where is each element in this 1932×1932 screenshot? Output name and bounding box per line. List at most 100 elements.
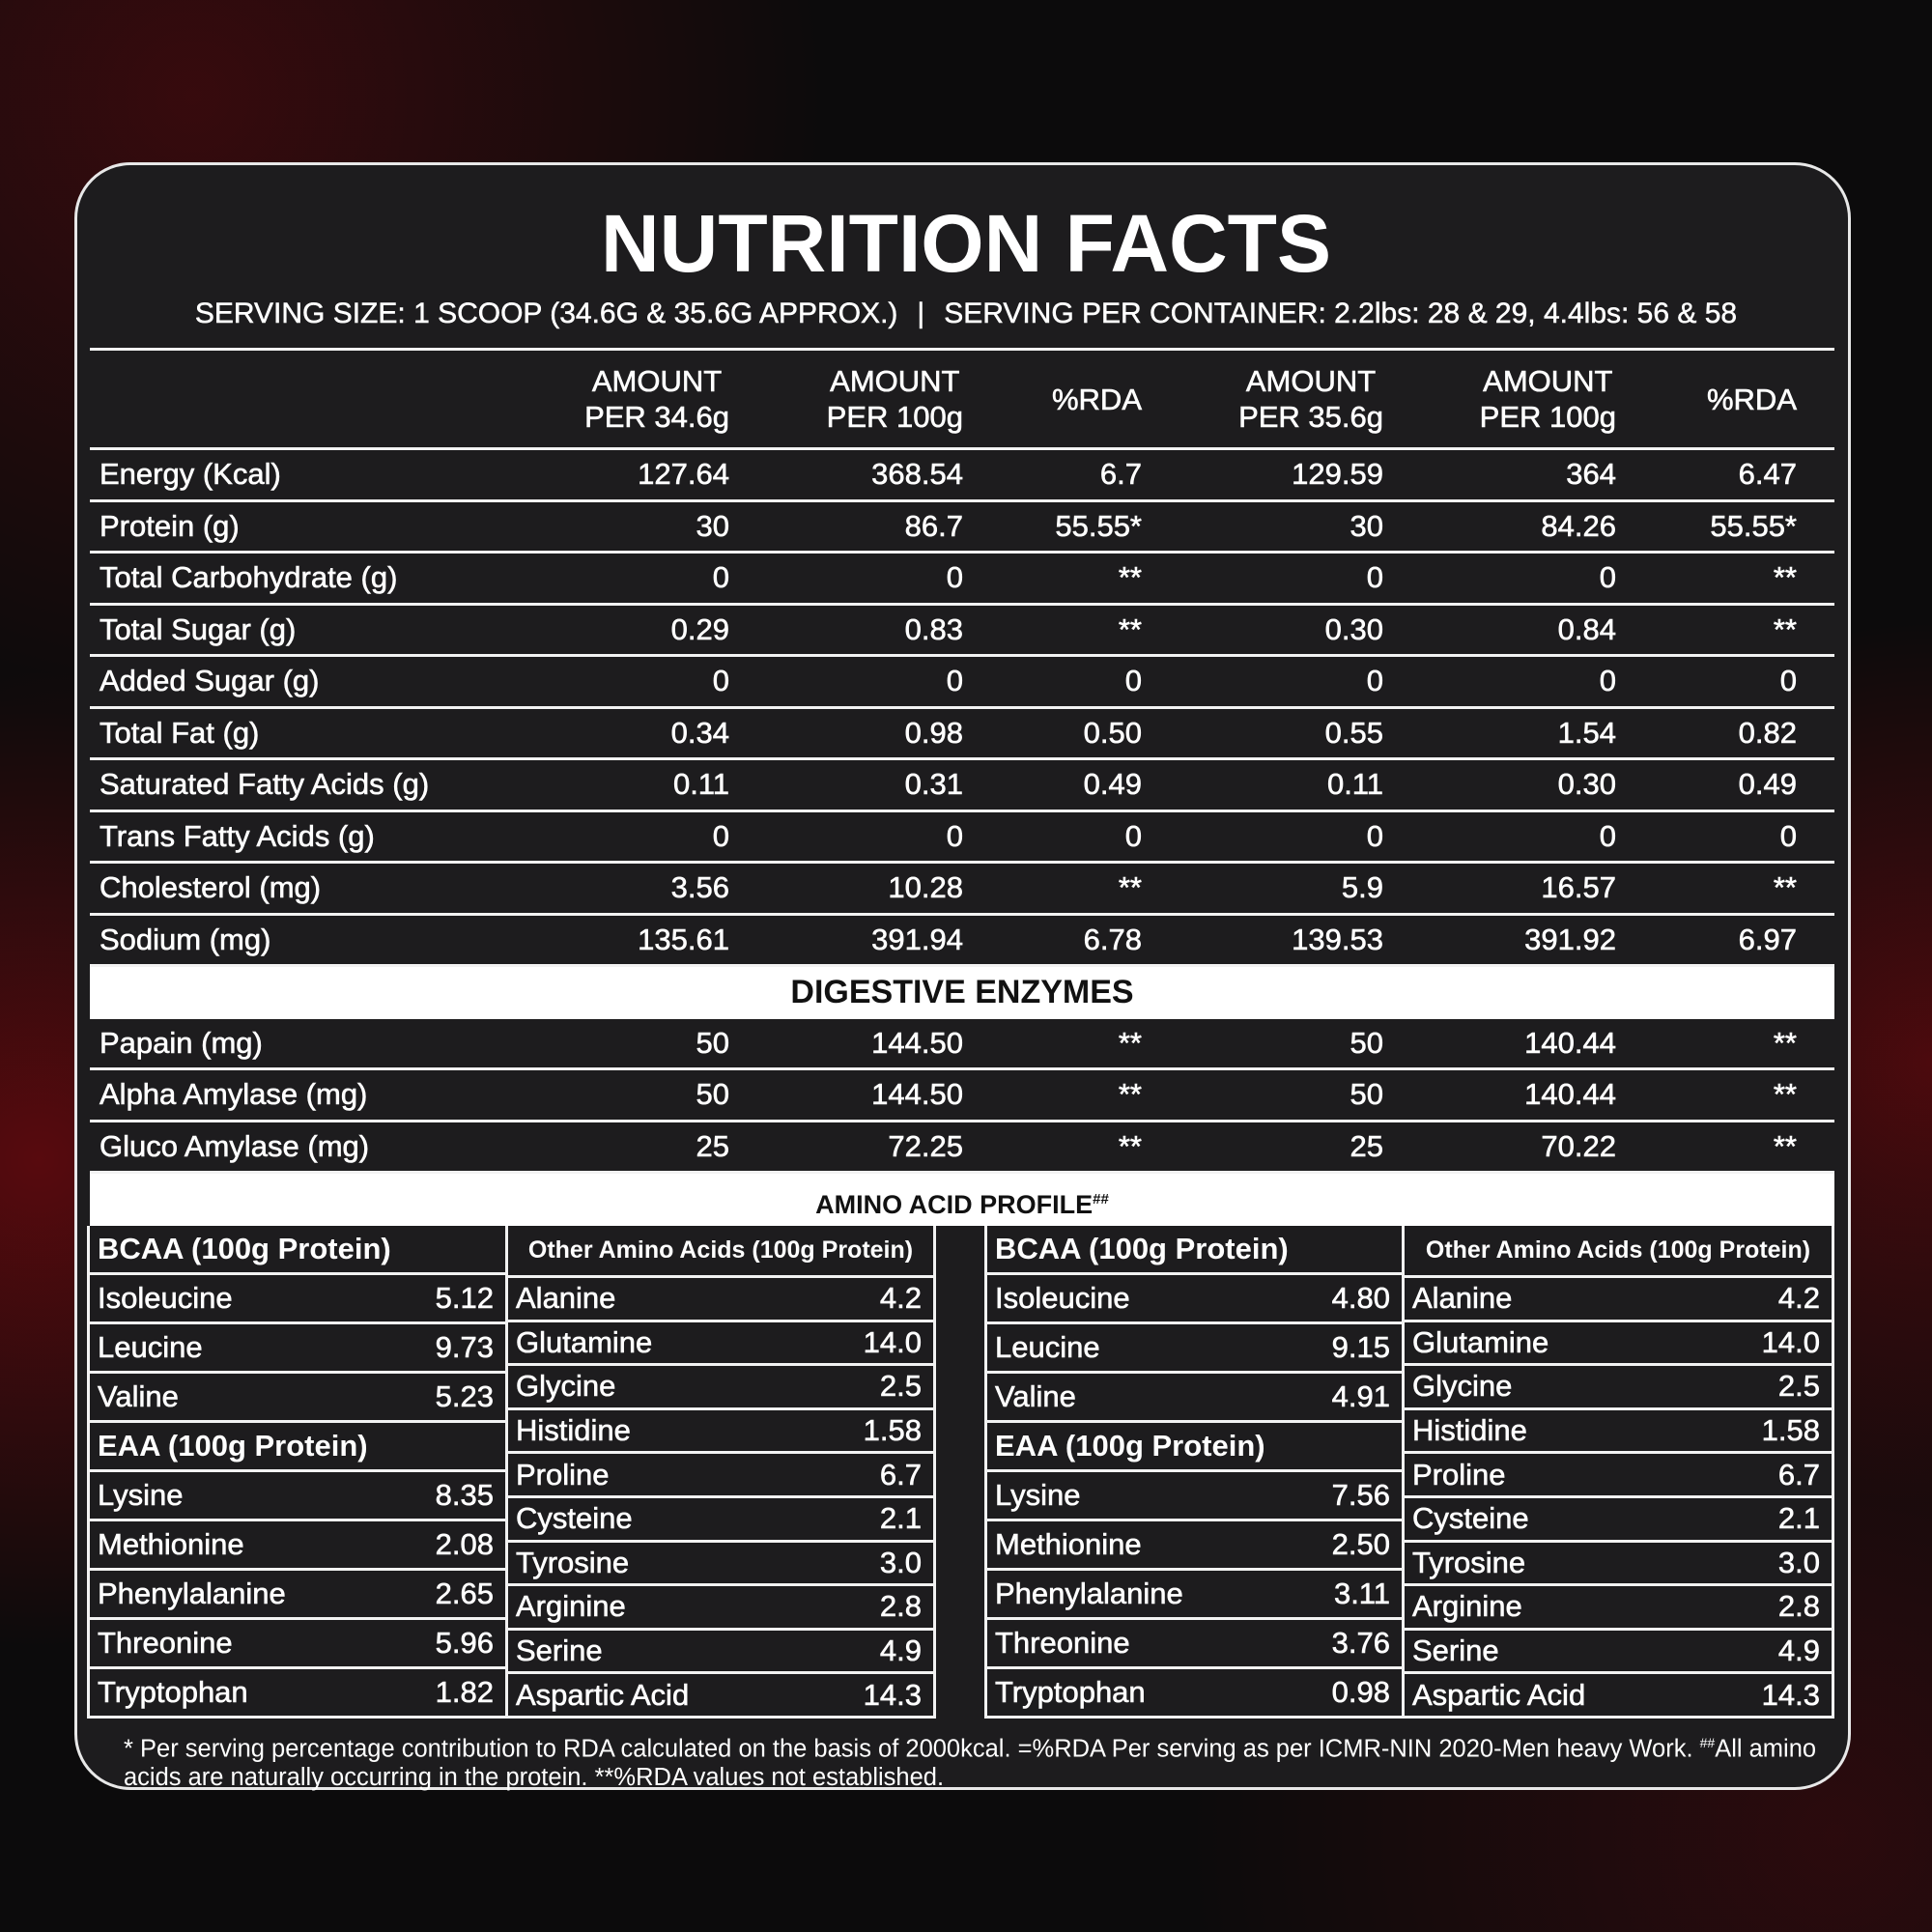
header-line: %RDA (1706, 382, 1798, 416)
value-cell: 140.44 (1524, 1025, 1616, 1060)
amino-name: Phenylalanine (995, 1577, 1183, 1611)
value-cell: 0.50 (1083, 715, 1142, 750)
value-cell: ** (1118, 1077, 1143, 1112)
label-cell: Sodium (mg) (99, 922, 271, 956)
value-cell: ** (1118, 1128, 1143, 1163)
value-cell: 0.55 (1324, 715, 1383, 750)
amino-value: 8.35 (435, 1478, 494, 1513)
amino-value: 6.7 (879, 1457, 923, 1492)
amino-row: Cysteine 2.1 (508, 1498, 933, 1543)
value-cell: 0 (946, 664, 963, 698)
table-row: Cholesterol (mg) 3.56 10.28 ** 5.9 16.57 ** (90, 864, 1834, 916)
value-cell: 50 (696, 1025, 729, 1060)
amino-row: Tryptophan 0.98 (987, 1669, 1402, 1719)
value-cell: 0 (1366, 818, 1383, 853)
value-cell: 368.54 (871, 457, 963, 492)
value-cell: 140.44 (1524, 1077, 1616, 1112)
amino-value: 5.96 (435, 1626, 494, 1661)
other-panel: Other Amino Acids (100g Protein) Alanine 4… (1405, 1226, 1834, 1719)
table-row: Papain (mg) 50 144.50 ** 50 140.44 ** (90, 1019, 1834, 1070)
amino-name: Alanine (516, 1281, 616, 1316)
header-text: AMOUNT PER 100g (826, 363, 963, 435)
amino-name: Glycine (1412, 1369, 1513, 1404)
amino-row: Aspartic Acid 14.3 (1405, 1674, 1832, 1719)
amino-row: Proline 6.7 (1405, 1454, 1832, 1498)
value-cell: 0.49 (1083, 767, 1142, 802)
panel-heading: Other Amino Acids (100g Protein) (508, 1226, 933, 1278)
value-cell: 10.28 (888, 870, 963, 905)
amino-row: Aspartic Acid 14.3 (508, 1674, 933, 1719)
amino-value: 2.08 (435, 1527, 494, 1562)
amino-name: Arginine (516, 1589, 626, 1624)
amino-name: Isoleucine (995, 1281, 1130, 1316)
table-row: Total Carbohydrate (g) 0 0 ** 0 0 ** (90, 554, 1834, 606)
value-cell: ** (1118, 611, 1143, 646)
value-cell: 0.84 (1557, 611, 1616, 646)
header-line: AMOUNT (1483, 364, 1613, 399)
nutrition-table: AMOUNT PER 34.6g AMOUNT PER 100g %RDA AMOUNT P… (90, 348, 1834, 1226)
amino-panels: BCAA (100g Protein) Isoleucine 5.12 Leucine… (87, 1226, 1834, 1719)
value-cell: 0.30 (1324, 611, 1383, 646)
value-cell: 1.54 (1557, 715, 1616, 750)
amino-value: 3.76 (1331, 1626, 1390, 1661)
serving-size: SERVING SIZE: 1 SCOOP (34.6G & 35.6G APP… (194, 298, 898, 330)
amino-name: Proline (516, 1457, 610, 1492)
amino-value: 4.9 (879, 1634, 923, 1668)
amino-row: Tyrosine 3.0 (508, 1543, 933, 1587)
amino-name: Leucine (995, 1330, 1100, 1365)
amino-row: Valine 5.23 (90, 1374, 505, 1423)
amino-value: 2.1 (879, 1501, 923, 1536)
amino-name: Lysine (98, 1478, 184, 1513)
header-line: PER 34.6g (584, 400, 730, 435)
value-cell: 0 (712, 560, 729, 595)
amino-value: 7.56 (1331, 1478, 1390, 1513)
amino-value: 1.82 (435, 1675, 494, 1710)
header-text: AMOUNT PER 35.6g (1238, 363, 1384, 435)
amino-row: Arginine 2.8 (508, 1586, 933, 1631)
amino-name: Tryptophan (995, 1675, 1146, 1710)
amino-name: Tyrosine (1412, 1545, 1526, 1580)
header-text: %RDA (1706, 382, 1798, 417)
amino-value: 3.0 (879, 1545, 923, 1580)
amino-name: Aspartic Acid (1412, 1677, 1586, 1712)
header-cell: %RDA (978, 382, 1156, 417)
amino-name: Leucine (98, 1330, 203, 1365)
amino-name: Threonine (98, 1626, 233, 1661)
amino-row: Serine 4.9 (1405, 1631, 1832, 1675)
value-cell: 0.83 (904, 611, 963, 646)
value-cell: 0 (1599, 818, 1616, 853)
value-cell: 129.59 (1292, 457, 1383, 492)
amino-value: 4.2 (879, 1281, 923, 1316)
amino-row: Threonine 3.76 (987, 1620, 1402, 1669)
footnote-text: * Per serving percentage contribution to… (124, 1735, 1700, 1763)
value-cell: 0.30 (1557, 767, 1616, 802)
header-text: %RDA (1052, 382, 1143, 417)
label-cell: Alpha Amylase (mg) (99, 1077, 368, 1112)
amino-name: Valine (98, 1379, 179, 1414)
value-cell: 0 (1366, 560, 1383, 595)
section-title-text: AMINO ACID PROFILE (815, 1190, 1094, 1219)
amino-row: Phenylalanine 3.11 (987, 1571, 1402, 1620)
value-cell: 50 (696, 1077, 729, 1112)
amino-value: 4.2 (1777, 1281, 1821, 1316)
header-cell: AMOUNT PER 100g (744, 363, 978, 435)
footnote-text: All amino acids are naturally occurring … (124, 1735, 1817, 1791)
amino-row: Glycine 2.5 (1405, 1366, 1832, 1410)
amino-row: Alanine 4.2 (508, 1278, 933, 1322)
amino-row: Tryptophan 1.82 (90, 1669, 505, 1719)
table-row: Sodium (mg) 135.61 391.94 6.78 139.53 391.92 6… (90, 916, 1834, 967)
amino-value: 2.5 (1777, 1369, 1821, 1404)
value-cell: ** (1773, 1077, 1798, 1112)
amino-name: Glycine (516, 1369, 616, 1404)
section-title: DIGESTIVE ENZYMES (90, 967, 1834, 1019)
amino-value: 14.3 (863, 1677, 922, 1712)
header-cell: AMOUNT PER 34.6g (541, 363, 744, 435)
value-cell: 0.82 (1738, 715, 1797, 750)
amino-value: 3.0 (1777, 1545, 1821, 1580)
amino-name: Arginine (1412, 1589, 1522, 1624)
panel-heading: Other Amino Acids (100g Protein) (1405, 1226, 1832, 1278)
amino-name: Phenylalanine (98, 1577, 286, 1611)
amino-name: Lysine (995, 1478, 1081, 1513)
value-cell: 50 (1350, 1077, 1383, 1112)
section-title: AMINO ACID PROFILE## (90, 1174, 1834, 1226)
